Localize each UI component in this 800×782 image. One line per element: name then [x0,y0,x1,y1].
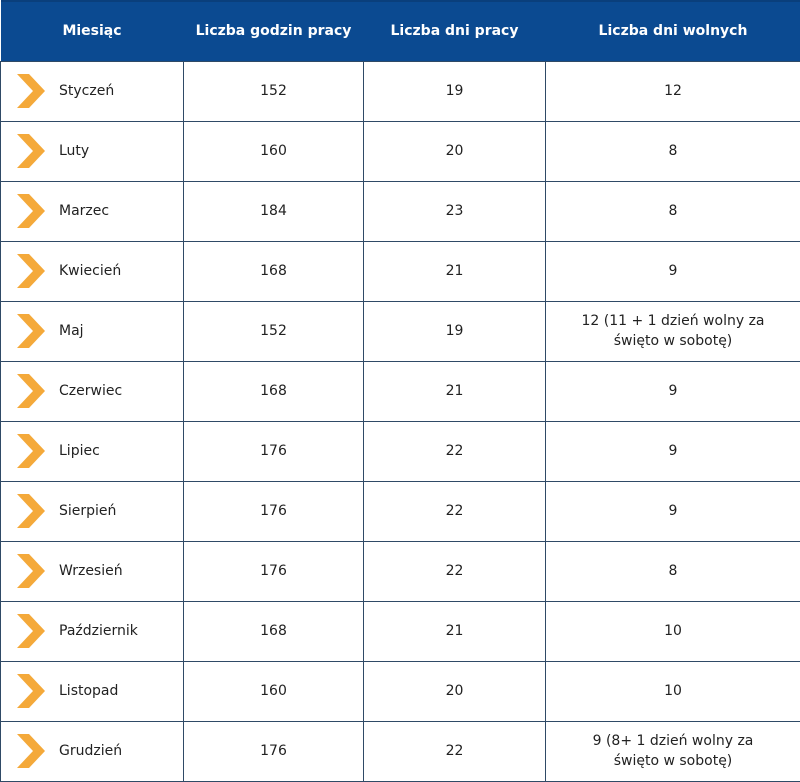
free-days-cell: 10 [546,601,800,661]
work-days-cell: 21 [364,241,546,301]
table-row: Listopad 160 20 10 [1,661,800,721]
hours-cell: 168 [184,241,364,301]
hours-cell: 168 [184,361,364,421]
free-days-cell: 8 [546,121,800,181]
table-row: Luty 160 20 8 [1,121,800,181]
month-cell: Maj [1,301,184,361]
free-days-cell: 9 [546,481,800,541]
table-header-row: Miesiąc Liczba godzin pracy Liczba dni p… [1,1,800,61]
table-row: Wrzesień 176 22 8 [1,541,800,601]
chevron-right-icon [15,732,47,770]
chevron-right-icon [15,252,47,290]
month-cell: Wrzesień [1,541,184,601]
table-row: Czerwiec 168 21 9 [1,361,800,421]
hours-cell: 152 [184,61,364,121]
month-name: Czerwiec [59,381,122,401]
month-name: Kwiecień [59,261,121,281]
table-row: Październik 168 21 10 [1,601,800,661]
free-days-cell: 9 [546,421,800,481]
month-name: Grudzień [59,741,122,761]
hours-cell: 176 [184,481,364,541]
work-days-cell: 22 [364,721,546,781]
free-days-cell: 12 [546,61,800,121]
month-name: Październik [59,621,138,641]
month-cell: Marzec [1,181,184,241]
table-row: Sierpień 176 22 9 [1,481,800,541]
work-days-cell: 22 [364,481,546,541]
month-cell: Czerwiec [1,361,184,421]
month-name: Luty [59,141,89,161]
table-row: Kwiecień 168 21 9 [1,241,800,301]
chevron-right-icon [15,612,47,650]
month-name: Lipiec [59,441,100,461]
header-hours: Liczba godzin pracy [184,1,364,61]
hours-cell: 184 [184,181,364,241]
hours-cell: 160 [184,121,364,181]
month-cell: Sierpień [1,481,184,541]
free-days-cell: 9 [546,241,800,301]
header-free-days: Liczba dni wolnych [546,1,800,61]
chevron-right-icon [15,72,47,110]
month-name: Sierpień [59,501,116,521]
chevron-right-icon [15,672,47,710]
work-days-cell: 20 [364,661,546,721]
month-cell: Luty [1,121,184,181]
month-cell: Listopad [1,661,184,721]
free-days-cell: 10 [546,661,800,721]
month-cell: Październik [1,601,184,661]
free-days-cell: 8 [546,541,800,601]
work-days-cell: 21 [364,361,546,421]
free-days-cell: 12 (11 + 1 dzień wolny za święto w sobot… [546,301,800,361]
month-name: Listopad [59,681,118,701]
hours-cell: 176 [184,421,364,481]
month-cell: Lipiec [1,421,184,481]
free-days-cell: 8 [546,181,800,241]
month-name: Wrzesień [59,561,123,581]
chevron-right-icon [15,492,47,530]
work-days-cell: 22 [364,541,546,601]
chevron-right-icon [15,132,47,170]
work-days-cell: 23 [364,181,546,241]
month-cell: Styczeń [1,61,184,121]
hours-cell: 176 [184,721,364,781]
month-cell: Kwiecień [1,241,184,301]
free-days-cell: 9 [546,361,800,421]
header-month: Miesiąc [1,1,184,61]
hours-cell: 176 [184,541,364,601]
work-days-cell: 19 [364,61,546,121]
table-row: Maj 152 19 12 (11 + 1 dzień wolny za świ… [1,301,800,361]
table-row: Grudzień 176 22 9 (8+ 1 dzień wolny za ś… [1,721,800,781]
month-name: Marzec [59,201,109,221]
header-work-days: Liczba dni pracy [364,1,546,61]
hours-cell: 160 [184,661,364,721]
work-days-cell: 19 [364,301,546,361]
table-row: Lipiec 176 22 9 [1,421,800,481]
work-days-cell: 22 [364,421,546,481]
chevron-right-icon [15,312,47,350]
hours-cell: 152 [184,301,364,361]
work-days-cell: 20 [364,121,546,181]
chevron-right-icon [15,192,47,230]
work-days-cell: 21 [364,601,546,661]
hours-cell: 168 [184,601,364,661]
month-name: Styczeń [59,81,114,101]
free-days-cell: 9 (8+ 1 dzień wolny za święto w sobotę) [546,721,800,781]
chevron-right-icon [15,432,47,470]
table-row: Marzec 184 23 8 [1,181,800,241]
month-name: Maj [59,321,84,341]
month-cell: Grudzień [1,721,184,781]
chevron-right-icon [15,552,47,590]
chevron-right-icon [15,372,47,410]
table-row: Styczeń 152 19 12 [1,61,800,121]
